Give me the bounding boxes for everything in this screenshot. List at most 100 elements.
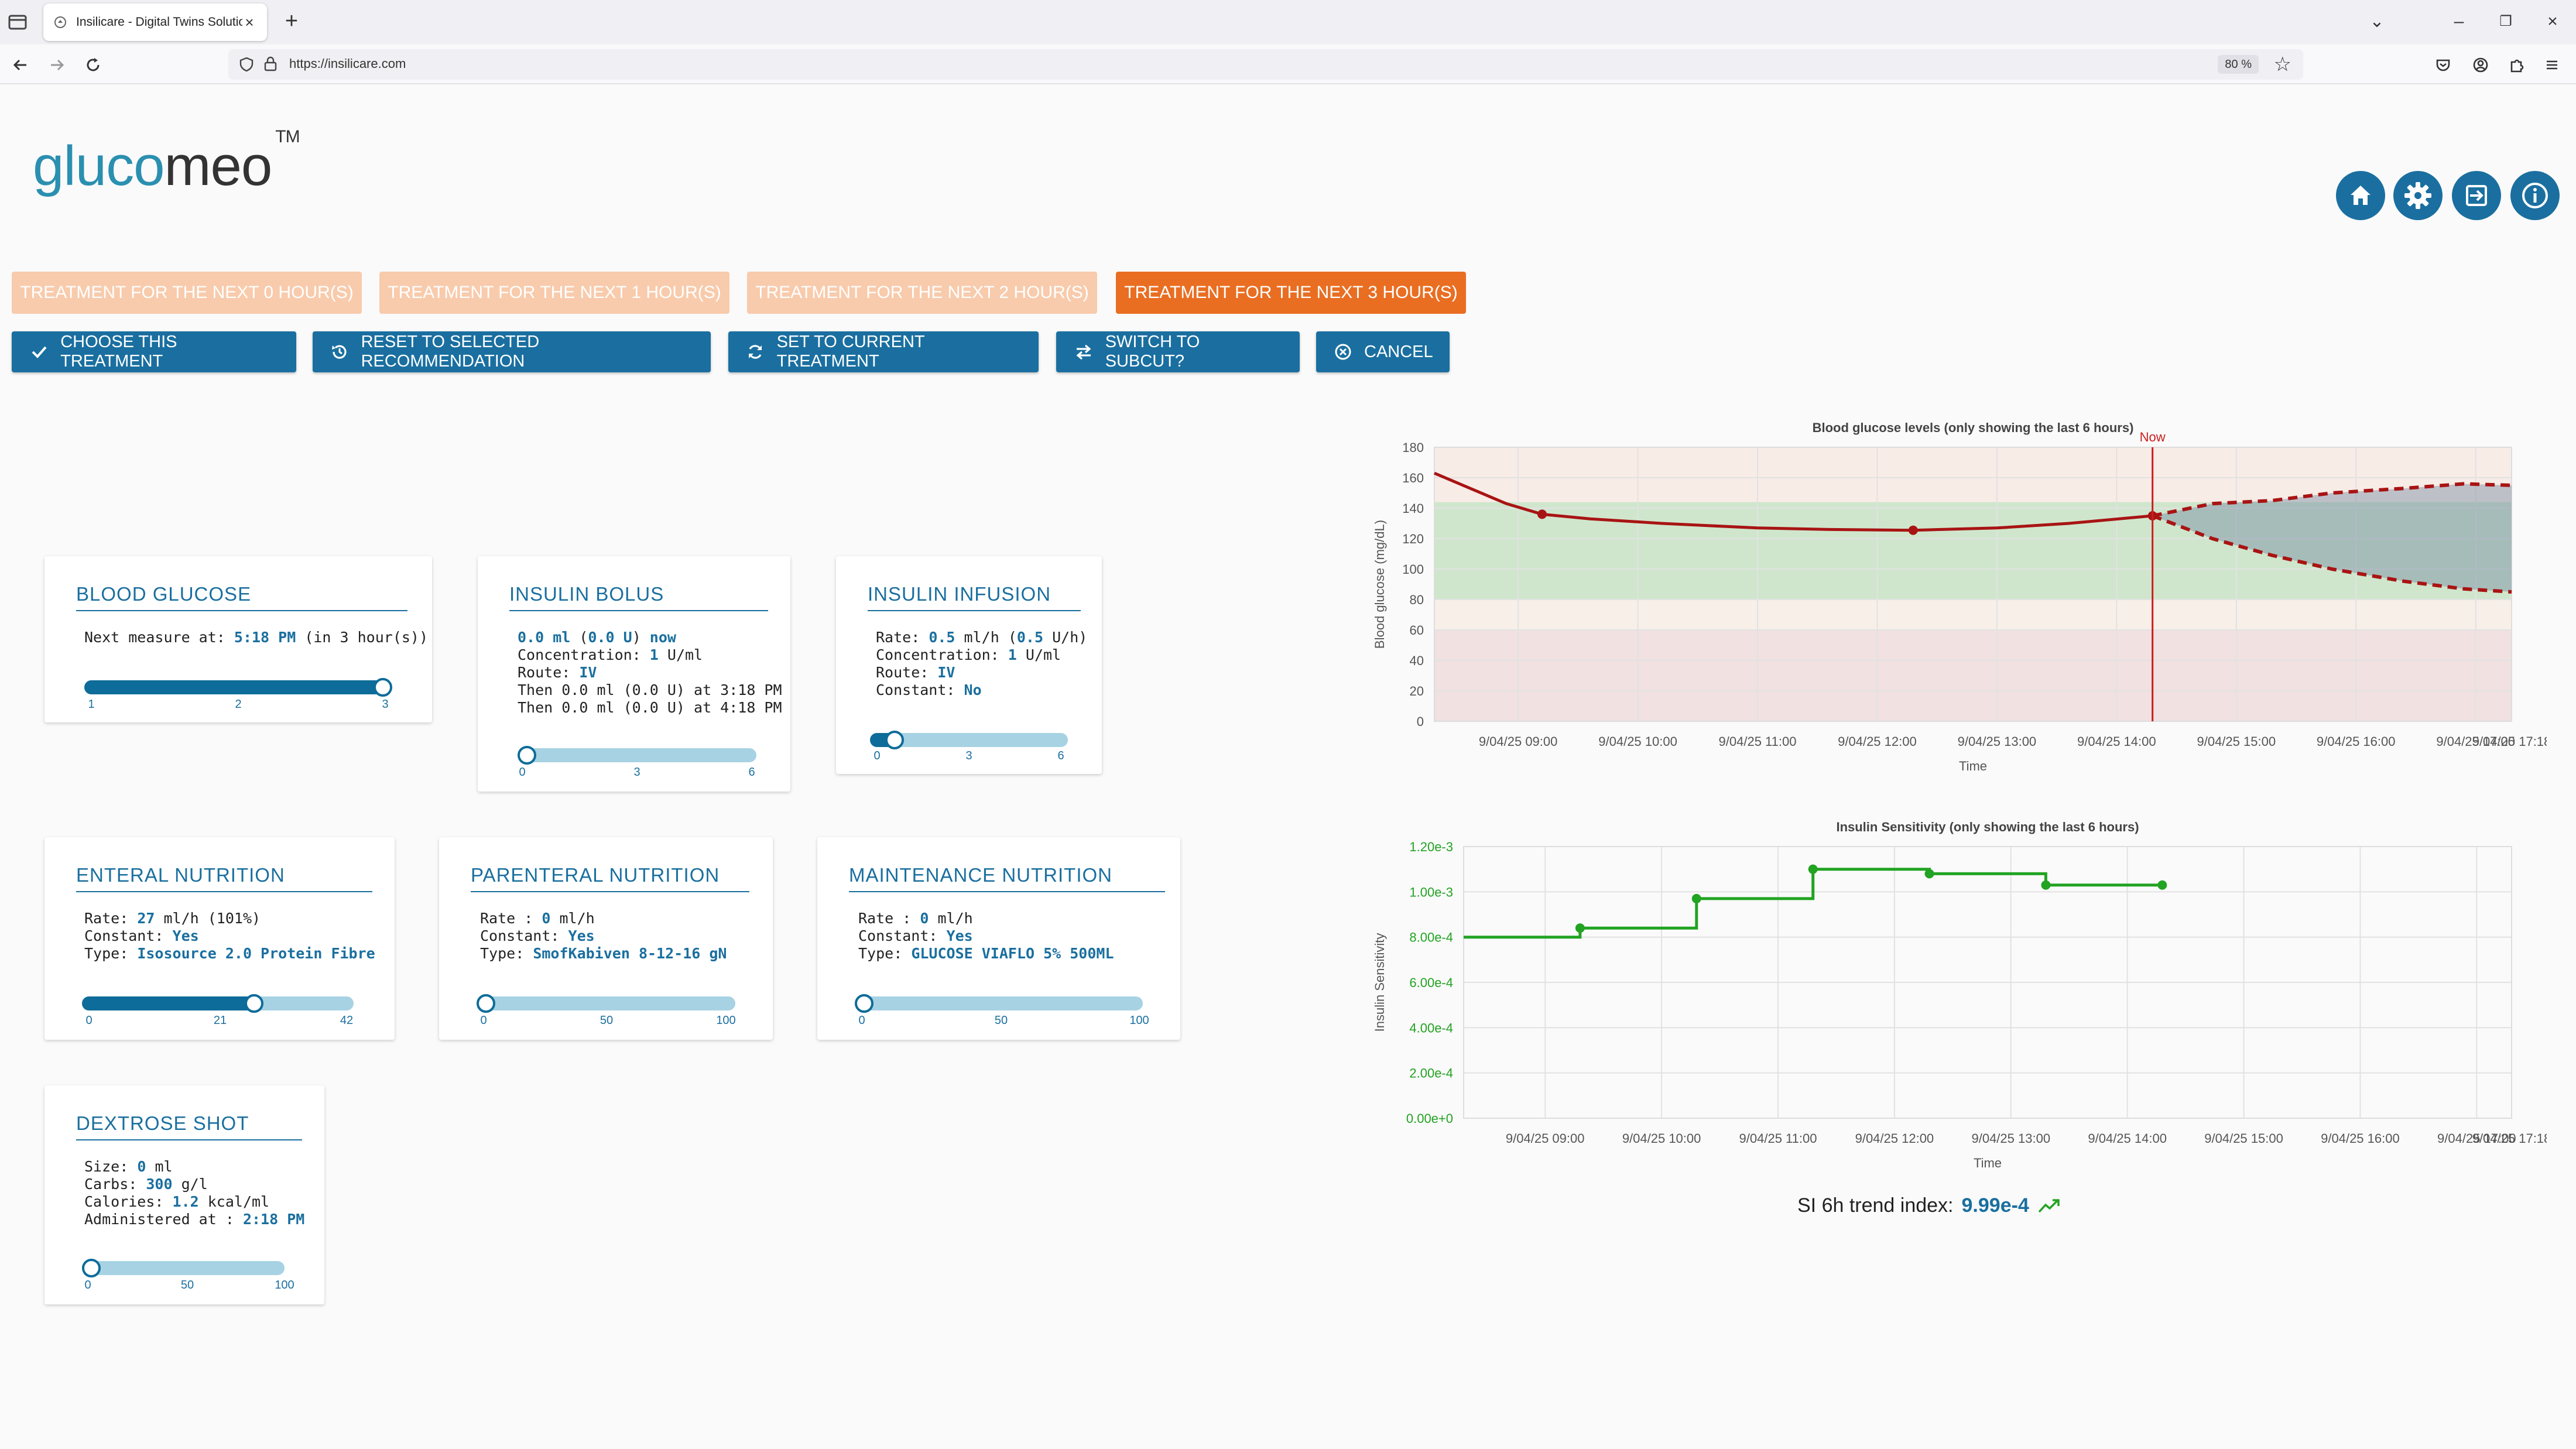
address-bar[interactable]: https://insilicare.com 80 % ☆ bbox=[228, 49, 2303, 80]
check-icon bbox=[29, 342, 49, 362]
slider-tick-mid: 50 bbox=[180, 1279, 194, 1292]
url-text[interactable]: https://insilicare.com bbox=[289, 56, 406, 71]
x-tick-label: 9/04/25 16:00 bbox=[2321, 1131, 2400, 1146]
slider-thumb[interactable] bbox=[374, 678, 392, 697]
slider-thumb[interactable] bbox=[855, 994, 873, 1013]
pocket-icon[interactable] bbox=[2430, 52, 2457, 78]
maintenance-nutrition-card: MAINTENANCE NUTRITION Rate : 0 ml/h Cons… bbox=[817, 837, 1180, 1040]
parenteral-type-label: Type: bbox=[480, 945, 525, 962]
forward-icon[interactable] bbox=[43, 52, 70, 78]
maintenance-type-label: Type: bbox=[858, 945, 903, 962]
x-axis-label: Time bbox=[1959, 759, 1987, 773]
slider-thumb[interactable] bbox=[82, 1259, 101, 1277]
bolus-conc-label: Concentration: bbox=[518, 646, 641, 663]
enteral-slider[interactable] bbox=[82, 994, 354, 1013]
slider-tick-mid: 3 bbox=[633, 766, 640, 779]
shield-icon[interactable] bbox=[239, 57, 254, 72]
x-tick-label: 9/04/25 17:00 bbox=[2436, 734, 2515, 749]
dextrose-carbs-value: 300 bbox=[146, 1176, 173, 1193]
switch-subcut-button[interactable]: SWITCH TO SUBCUT? bbox=[1056, 331, 1300, 372]
tab-close-icon[interactable]: × bbox=[245, 13, 254, 31]
x-tick-label: 9/04/25 10:00 bbox=[1622, 1131, 1701, 1146]
infusion-const-label: Constant: bbox=[876, 681, 955, 698]
dextrose-cal-value: 1.2 bbox=[172, 1193, 199, 1210]
tab-list-icon[interactable]: ⌄ bbox=[2369, 12, 2385, 31]
account-icon[interactable] bbox=[2467, 52, 2494, 78]
si-trend-value: 9.99e-4 bbox=[1961, 1194, 2029, 1217]
parenteral-const-value: Yes bbox=[568, 927, 595, 944]
slider-thumb[interactable] bbox=[477, 994, 495, 1013]
zoom-level[interactable]: 80 % bbox=[2218, 55, 2259, 74]
restore-icon[interactable]: ❐ bbox=[2499, 13, 2512, 29]
parenteral-rate-label: Rate : bbox=[480, 910, 533, 927]
x-tick-label: 9/04/25 17:00 bbox=[2437, 1131, 2516, 1146]
lock-icon[interactable] bbox=[263, 56, 278, 71]
y-tick-label: 40 bbox=[1410, 653, 1424, 668]
parenteral-type-value: SmofKabiven 8-12-16 gN bbox=[533, 945, 727, 962]
sidebar-toggle-icon[interactable] bbox=[6, 11, 29, 34]
slider-tick-min: 1 bbox=[88, 698, 95, 711]
infusion-route-value: IV bbox=[937, 664, 955, 681]
menu-icon[interactable] bbox=[2539, 52, 2565, 78]
y-tick-label: 2.00e-4 bbox=[1409, 1066, 1453, 1081]
si-point bbox=[2041, 880, 2051, 890]
browser-tab[interactable]: Insilicare - Digital Twins Solutio × bbox=[43, 4, 267, 41]
si-point bbox=[2157, 880, 2167, 890]
cancel-icon bbox=[1334, 342, 1352, 362]
insulin-infusion-details: Rate: 0.5 ml/h (0.5 U/h) Concentration: … bbox=[876, 629, 1088, 698]
card-divider bbox=[849, 891, 1165, 892]
minimize-icon[interactable]: – bbox=[2454, 12, 2464, 31]
reload-icon[interactable] bbox=[80, 52, 107, 78]
maintenance-slider[interactable] bbox=[855, 994, 1143, 1013]
bookmark-star-icon[interactable]: ☆ bbox=[2273, 53, 2291, 76]
infusion-rate-label: Rate: bbox=[876, 629, 920, 646]
cancel-button[interactable]: CANCEL bbox=[1316, 331, 1450, 372]
new-tab-icon[interactable]: + bbox=[285, 9, 299, 33]
extensions-icon[interactable] bbox=[2503, 52, 2530, 78]
tab-horizon-3[interactable]: TREATMENT FOR THE NEXT 3 HOUR(S) bbox=[1116, 272, 1466, 314]
gear-icon bbox=[2404, 182, 2431, 209]
blood-glucose-title: BLOOD GLUCOSE bbox=[76, 583, 252, 605]
insulin-bolus-slider[interactable] bbox=[518, 746, 756, 765]
slider-thumb[interactable] bbox=[244, 994, 263, 1013]
info-button[interactable] bbox=[2510, 171, 2560, 220]
x-tick-label: 9/04/25 13:00 bbox=[1971, 1131, 2050, 1146]
dextrose-slider[interactable] bbox=[82, 1259, 285, 1277]
dextrose-size-label: Size: bbox=[84, 1158, 129, 1175]
parenteral-slider[interactable] bbox=[477, 994, 735, 1013]
si-point bbox=[1924, 869, 1934, 879]
parenteral-rate-unit: ml/h bbox=[559, 910, 595, 927]
home-button[interactable] bbox=[2336, 171, 2385, 220]
close-window-icon[interactable]: × bbox=[2547, 12, 2558, 31]
bolus-dose-u: 0.0 U bbox=[588, 629, 632, 646]
forecast-band bbox=[2152, 484, 2512, 592]
back-icon[interactable] bbox=[7, 52, 34, 78]
blood-glucose-slider[interactable] bbox=[84, 678, 392, 697]
parenteral-details: Rate : 0 ml/h Constant: Yes Type: SmofKa… bbox=[480, 910, 727, 962]
tab-horizon-1[interactable]: TREATMENT FOR THE NEXT 1 HOUR(S) bbox=[379, 272, 729, 314]
slider-thumb[interactable] bbox=[885, 731, 904, 749]
tab-horizon-0[interactable]: TREATMENT FOR THE NEXT 0 HOUR(S) bbox=[12, 272, 362, 314]
next-measure-label: Next measure at: bbox=[84, 629, 225, 646]
slider-thumb[interactable] bbox=[518, 746, 536, 765]
bolus-dose-when: now bbox=[649, 629, 676, 646]
x-tick-label: 9/04/25 17:18 bbox=[2472, 734, 2547, 749]
choose-treatment-button[interactable]: CHOOSE THIS TREATMENT bbox=[12, 331, 296, 372]
x-tick-label: 9/04/25 13:00 bbox=[1958, 734, 2037, 749]
now-label: Now bbox=[2140, 430, 2166, 444]
card-divider bbox=[868, 610, 1081, 611]
insulin-infusion-slider[interactable] bbox=[870, 731, 1068, 749]
enteral-type-label: Type: bbox=[84, 945, 129, 962]
logout-button[interactable] bbox=[2452, 171, 2501, 220]
x-tick-label: 9/04/25 15:00 bbox=[2204, 1131, 2283, 1146]
info-icon bbox=[2522, 183, 2548, 208]
reset-recommendation-button[interactable]: RESET TO SELECTED RECOMMENDATION bbox=[313, 331, 711, 372]
si-trend-label: SI 6h trend index: bbox=[1797, 1194, 1954, 1217]
set-current-treatment-button[interactable]: SET TO CURRENT TREATMENT bbox=[728, 331, 1039, 372]
settings-button[interactable] bbox=[2393, 171, 2443, 220]
dextrose-carbs-unit: g/l bbox=[181, 1176, 208, 1193]
tab-horizon-2[interactable]: TREATMENT FOR THE NEXT 2 HOUR(S) bbox=[747, 272, 1097, 314]
maintenance-const-label: Constant: bbox=[858, 927, 938, 944]
slider-fill bbox=[84, 680, 383, 694]
dextrose-details: Size: 0 ml Carbs: 300 g/l Calories: 1.2 … bbox=[84, 1158, 304, 1228]
